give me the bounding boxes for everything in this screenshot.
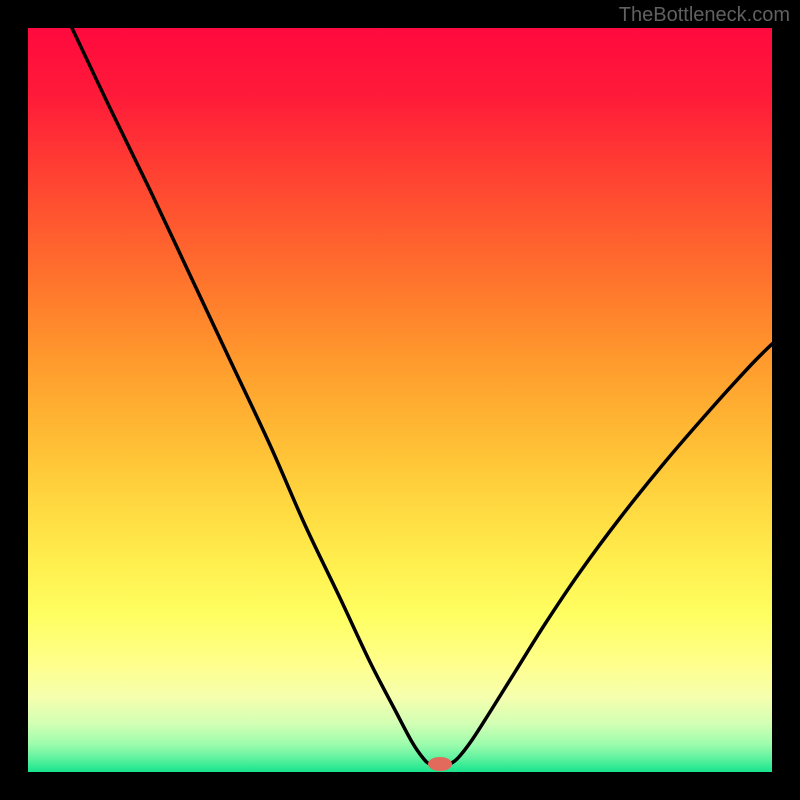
watermark-text: TheBottleneck.com	[619, 4, 790, 27]
chart-svg	[0, 0, 800, 800]
minimum-marker	[428, 757, 452, 771]
chart-container: TheBottleneck.com	[0, 0, 800, 800]
plot-background	[28, 28, 772, 772]
